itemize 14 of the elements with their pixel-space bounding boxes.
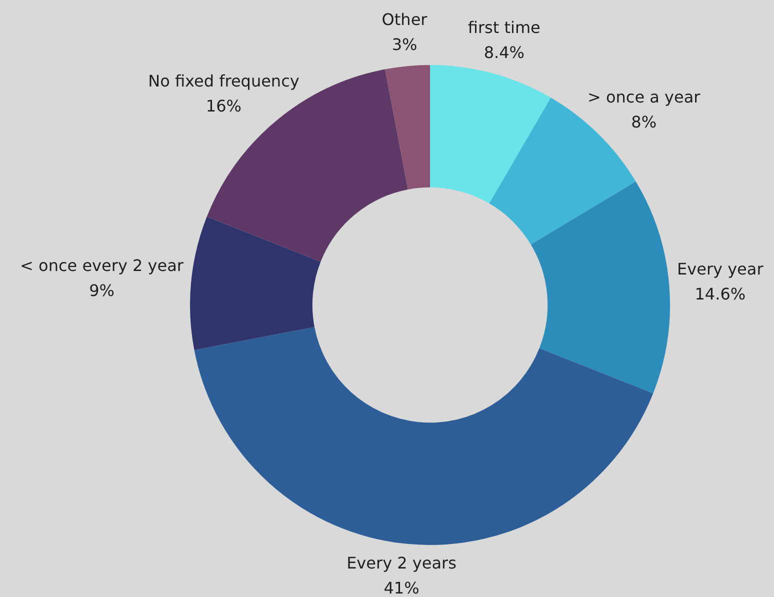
data-label: 41% (384, 578, 420, 597)
slice-label: Other (382, 10, 428, 29)
slice-label: first time (468, 18, 540, 38)
slice-label: < once every 2 year (20, 256, 184, 275)
data-label: 8.4% (484, 43, 524, 62)
slice-label: No fixed frequency (148, 71, 300, 90)
data-label: 16% (206, 96, 242, 116)
data-label: 8% (631, 112, 657, 132)
data-label: 3% (392, 34, 418, 54)
data-label: 9% (89, 280, 114, 300)
slice-label: Every 2 years (346, 553, 456, 572)
data-label: 14.6% (694, 284, 746, 304)
slice-label: Every year (677, 259, 764, 278)
slice-label: > once a year (587, 87, 701, 106)
